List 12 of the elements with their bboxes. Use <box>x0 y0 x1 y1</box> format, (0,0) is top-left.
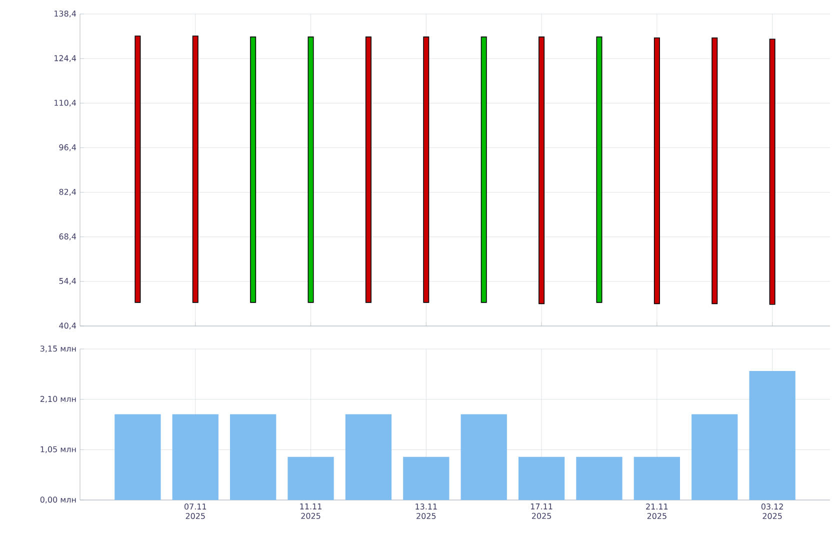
bar <box>518 456 565 500</box>
bar <box>634 456 680 500</box>
bar <box>692 414 738 500</box>
bar <box>230 414 276 500</box>
bar <box>114 414 161 500</box>
bar <box>172 414 218 500</box>
bar <box>460 414 507 500</box>
bar <box>403 456 450 500</box>
bar <box>749 371 796 500</box>
bar <box>288 456 334 500</box>
bar <box>576 456 622 500</box>
bar <box>345 414 392 500</box>
